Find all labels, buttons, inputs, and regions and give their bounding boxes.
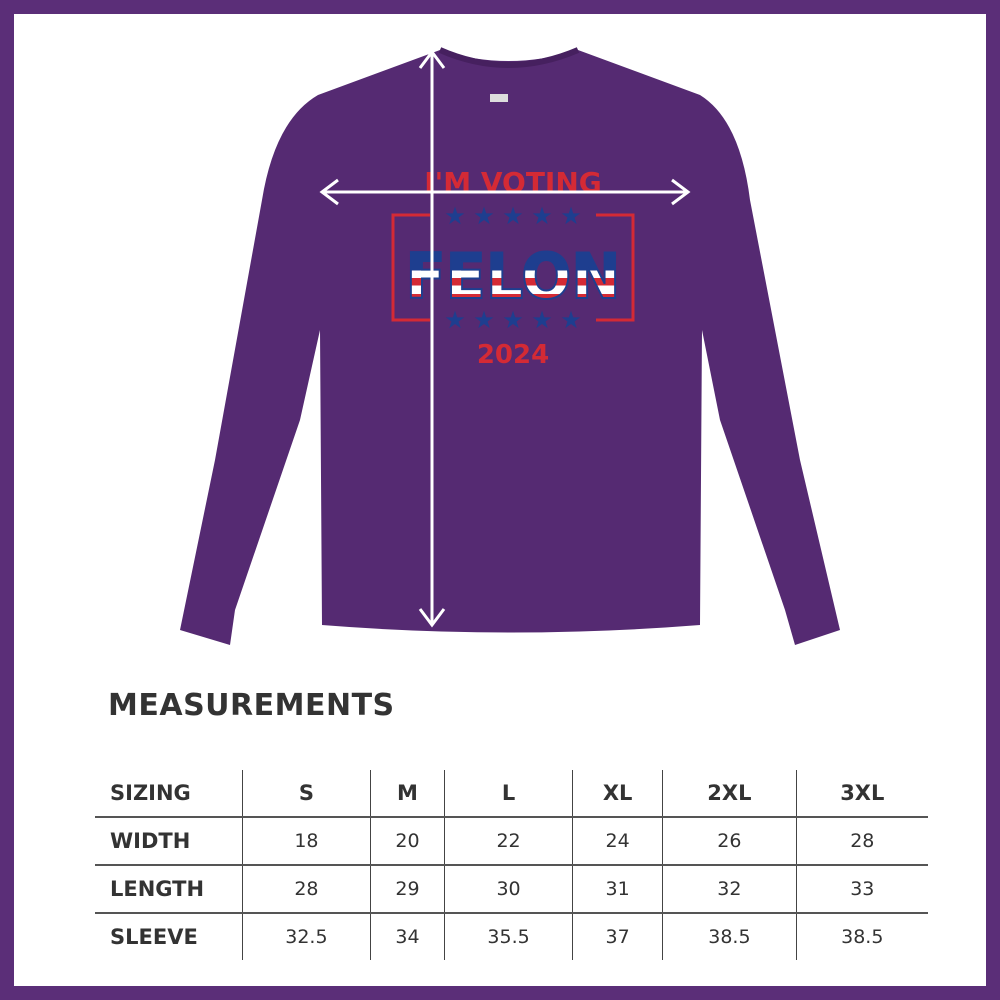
svg-text:★: ★	[502, 202, 524, 230]
header-cell: SIZING	[110, 781, 191, 805]
svg-text:★: ★	[444, 306, 466, 334]
row-label: LENGTH	[95, 864, 243, 913]
measurements-title: MEASUREMENTS	[108, 688, 395, 723]
svg-text:★: ★	[560, 202, 582, 230]
table-header-row: SIZING S M L XL 2XL 3XL	[95, 770, 928, 817]
svg-text:★: ★	[531, 202, 553, 230]
cell: 35.5	[444, 912, 573, 960]
star-row-bottom: ★ ★ ★ ★ ★	[444, 306, 582, 334]
cell: 29	[369, 864, 445, 913]
cell: 38.5	[662, 912, 797, 960]
header-cell: L	[444, 770, 573, 817]
size-table: SIZING S M L XL 2XL 3XL WIDTH 18 20 22 2…	[95, 770, 928, 960]
cell: 28	[795, 816, 928, 865]
cell: 30	[444, 864, 573, 913]
svg-text:★: ★	[560, 306, 582, 334]
svg-text:★: ★	[473, 306, 495, 334]
header-cell: XL	[571, 770, 663, 817]
cell: 33	[795, 864, 928, 913]
table-row: LENGTH 28 29 30 31 32 33	[95, 864, 928, 913]
row-label: SLEEVE	[95, 912, 243, 960]
width-arrow	[319, 178, 691, 206]
shirt-body	[180, 50, 840, 645]
cell: 26	[662, 816, 797, 865]
header-cell: S	[242, 770, 371, 817]
cell: 34	[369, 912, 445, 960]
svg-text:★: ★	[531, 306, 553, 334]
header-cell: 2XL	[662, 770, 797, 817]
cell: 20	[369, 816, 445, 865]
cell: 32.5	[242, 912, 371, 960]
print-main-word: FELON	[406, 240, 621, 313]
length-arrow	[418, 49, 446, 628]
cell: 31	[571, 864, 663, 913]
svg-text:★: ★	[444, 202, 466, 230]
header-cell: M	[369, 770, 445, 817]
print-top-line: I'M VOTING	[424, 166, 602, 199]
label-tag	[490, 94, 508, 102]
cell: 24	[571, 816, 663, 865]
print-year: 2024	[477, 340, 549, 370]
star-row-top: ★ ★ ★ ★ ★	[444, 202, 582, 230]
svg-text:★: ★	[502, 306, 524, 334]
row-label: WIDTH	[95, 816, 243, 865]
cell: 32	[662, 864, 797, 913]
svg-text:★: ★	[473, 202, 495, 230]
cell: 18	[242, 816, 371, 865]
header-cell: 3XL	[795, 770, 928, 817]
cell: 37	[571, 912, 663, 960]
cell: 38.5	[795, 912, 928, 960]
table-row: SLEEVE 32.5 34 35.5 37 38.5 38.5	[95, 912, 928, 960]
table-row: WIDTH 18 20 22 24 26 28	[95, 816, 928, 865]
print-bracket	[391, 213, 635, 322]
cell: 22	[444, 816, 573, 865]
cell: 28	[242, 864, 371, 913]
